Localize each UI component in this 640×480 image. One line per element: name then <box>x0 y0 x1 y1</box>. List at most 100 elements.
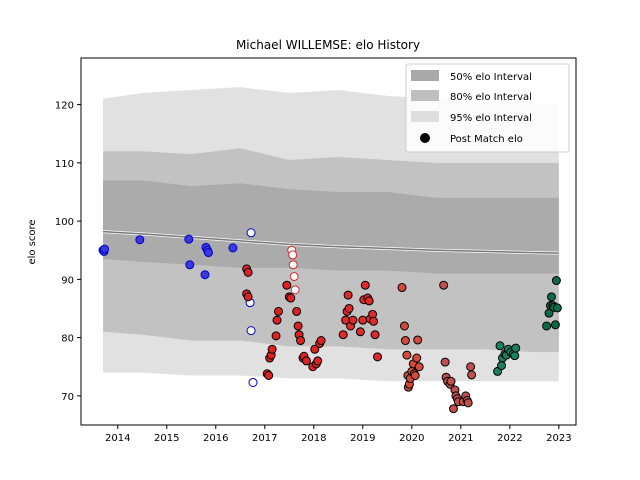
data-point <box>542 321 552 331</box>
legend-label-80: 80% elo Interval <box>450 92 532 103</box>
x-tick-label: 2021 <box>448 433 473 444</box>
data-point <box>246 228 256 238</box>
data-point <box>228 243 238 253</box>
y-axis: 70 80 90 100 110 120 <box>55 101 81 403</box>
y-tick-label: 80 <box>61 334 74 345</box>
legend-label-95: 95% elo Interval <box>450 113 532 124</box>
data-point <box>293 321 303 331</box>
data-point <box>369 316 379 326</box>
data-point <box>272 315 282 325</box>
data-point <box>292 306 302 316</box>
data-point <box>358 315 368 325</box>
data-point <box>301 356 311 366</box>
data-point <box>343 290 353 300</box>
data-point <box>313 356 323 366</box>
chart-title: Michael WILLEMSE: elo History <box>236 38 420 52</box>
x-tick-label: 2022 <box>497 433 522 444</box>
data-point <box>338 330 348 340</box>
data-point <box>497 361 507 371</box>
data-point <box>463 398 473 408</box>
data-point <box>310 344 320 354</box>
data-point <box>274 306 284 316</box>
mean-line-group <box>102 230 559 255</box>
x-tick-label: 2016 <box>203 433 228 444</box>
data-point <box>290 285 300 295</box>
y-tick-label: 110 <box>55 159 74 170</box>
legend-label-50: 50% elo Interval <box>450 72 532 83</box>
data-point <box>289 271 299 281</box>
legend-swatch-95 <box>411 111 439 122</box>
y-tick-label: 120 <box>55 101 74 112</box>
data-point <box>248 377 258 387</box>
data-point <box>370 330 380 340</box>
data-point <box>296 336 306 346</box>
data-point <box>348 315 358 325</box>
legend-marker-post-match <box>420 133 430 143</box>
y-tick-label: 70 <box>61 392 74 403</box>
plot-frame <box>80 57 577 426</box>
legend: 50% elo Interval 80% elo Interval 95% el… <box>405 63 570 153</box>
data-points <box>98 228 562 414</box>
data-point <box>448 404 458 414</box>
data-point <box>413 335 423 345</box>
legend-label-post-match: Post Match elo <box>450 134 523 145</box>
data-point <box>412 353 422 363</box>
data-point <box>495 341 505 351</box>
data-point <box>439 280 449 290</box>
data-point <box>440 357 450 367</box>
data-point <box>397 283 407 293</box>
data-point <box>344 303 354 313</box>
data-point <box>200 270 210 280</box>
data-point <box>282 280 292 290</box>
data-point <box>264 370 274 380</box>
data-point <box>243 267 253 277</box>
data-point <box>550 320 560 330</box>
data-point <box>360 280 370 290</box>
data-point <box>184 234 194 244</box>
data-point <box>410 370 420 380</box>
data-point <box>399 321 409 331</box>
data-point <box>546 292 556 302</box>
data-point <box>414 362 424 372</box>
x-tick-label: 2018 <box>301 433 326 444</box>
data-point <box>510 351 520 361</box>
data-point <box>135 235 145 245</box>
data-point <box>100 244 110 254</box>
data-point <box>185 260 195 270</box>
data-point <box>316 336 326 346</box>
mean-line <box>103 230 559 254</box>
legend-swatch-80 <box>411 90 439 101</box>
data-point <box>286 293 296 303</box>
data-point <box>271 331 281 341</box>
interval-bands <box>103 87 559 382</box>
x-tick-label: 2014 <box>105 433 130 444</box>
data-point <box>467 370 477 380</box>
x-tick-label: 2017 <box>252 433 277 444</box>
x-tick-label: 2023 <box>546 433 571 444</box>
x-tick-label: 2020 <box>399 433 424 444</box>
y-tick-label: 90 <box>61 275 74 286</box>
x-axis: 2014 2015 2016 2017 2018 2019 2020 2021 2022 2023 <box>105 425 572 444</box>
data-point <box>552 303 562 313</box>
data-point <box>511 343 521 353</box>
data-point <box>203 248 213 258</box>
data-point <box>267 344 277 354</box>
data-point <box>400 336 410 346</box>
data-point <box>373 352 383 362</box>
plot-area <box>98 87 562 414</box>
y-axis-label: elo score <box>27 219 38 264</box>
data-point <box>402 350 412 360</box>
data-point <box>288 260 298 270</box>
y-tick-label: 100 <box>55 217 74 228</box>
legend-box <box>405 63 570 153</box>
data-point <box>364 296 374 306</box>
data-point <box>551 276 561 286</box>
data-point <box>246 326 256 336</box>
data-point <box>355 327 365 337</box>
data-point <box>466 362 476 372</box>
data-point <box>446 376 456 386</box>
data-point <box>243 292 253 302</box>
x-tick-label: 2019 <box>350 433 375 444</box>
x-tick-label: 2015 <box>154 433 179 444</box>
